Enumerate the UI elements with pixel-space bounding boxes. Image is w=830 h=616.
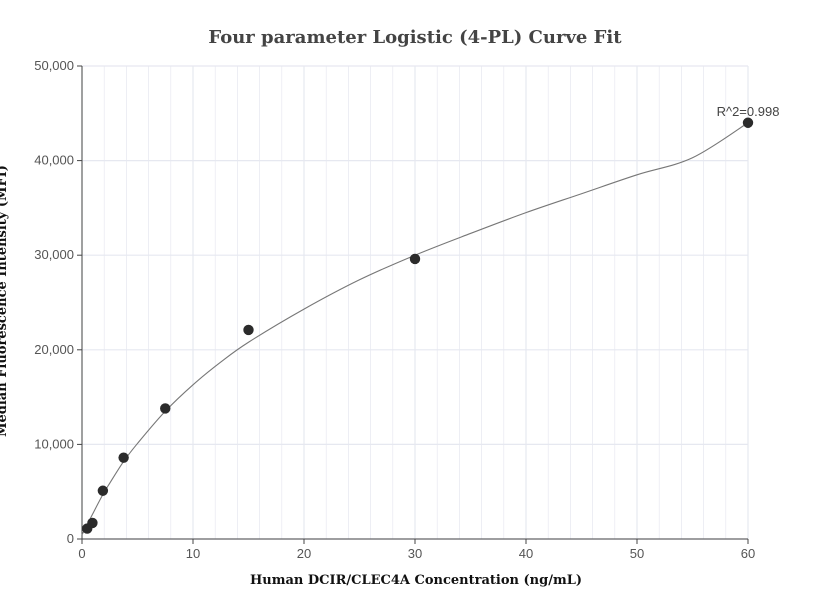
data-points-layer bbox=[82, 117, 754, 534]
x-axis-label: Human DCIR/CLEC4A Concentration (ng/mL) bbox=[250, 573, 582, 588]
data-point bbox=[409, 253, 421, 265]
data-point bbox=[742, 117, 754, 128]
x-tick-label: 60 bbox=[741, 546, 755, 561]
x-tick-label: 20 bbox=[297, 546, 311, 561]
data-point bbox=[160, 403, 171, 414]
ticks-layer: 0 10 20 30 40 50 60 0 10,000 20,000 30,000 40,000 50… bbox=[34, 58, 755, 561]
data-point bbox=[97, 485, 109, 496]
x-tick-label: 0 bbox=[78, 546, 85, 561]
y-tick-label: 20,000 bbox=[34, 342, 74, 357]
y-tick-label: 50,000 bbox=[34, 58, 74, 73]
data-point bbox=[243, 324, 254, 336]
x-tick-label: 50 bbox=[630, 546, 644, 561]
x-tick-label: 40 bbox=[519, 546, 533, 561]
y-tick-label: 0 bbox=[67, 531, 74, 546]
y-tick-label: 30,000 bbox=[34, 247, 74, 262]
grid-layer bbox=[81, 65, 749, 540]
y-tick-label: 10,000 bbox=[34, 436, 74, 451]
data-point bbox=[118, 452, 129, 463]
y-axis-label: Median Fluorescence Intensity (MFI) bbox=[0, 165, 10, 437]
x-tick-label: 30 bbox=[408, 546, 422, 561]
x-tick-label: 10 bbox=[186, 546, 200, 561]
chart-title: Four parameter Logistic (4-PL) Curve Fit bbox=[208, 27, 622, 48]
y-tick-label: 40,000 bbox=[34, 153, 74, 168]
r-squared-annotation: R^2=0.998 bbox=[717, 104, 780, 119]
data-point bbox=[87, 517, 98, 529]
